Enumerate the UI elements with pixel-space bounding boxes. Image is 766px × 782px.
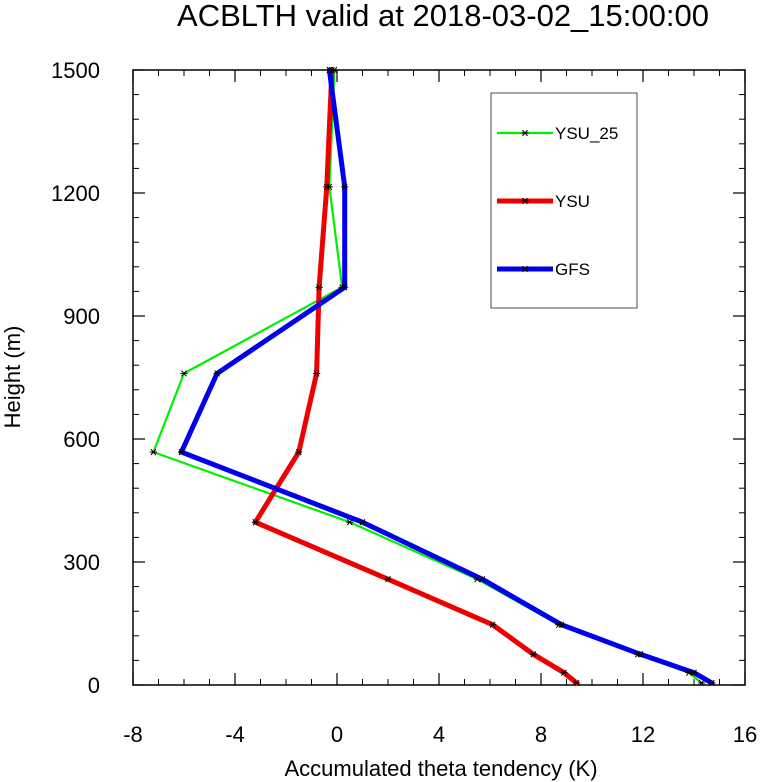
x-tick-label: -8: [123, 722, 143, 747]
legend: YSU_25 YSU GFS: [490, 92, 638, 309]
data-point-ysu_25: [180, 370, 188, 377]
data-point-ysu: [384, 576, 392, 583]
data-point-ysu_25: [698, 679, 706, 687]
legend-marker-ysu: [521, 197, 529, 205]
data-point-gfs: [708, 679, 716, 687]
data-point-ysu: [295, 448, 303, 456]
y-tick-label: 300: [63, 550, 100, 575]
legend-label-gfs: GFS: [555, 260, 590, 279]
data-point-ysu: [488, 621, 497, 628]
y-axis-label: Height (m): [0, 326, 25, 429]
x-tick-label: 12: [631, 722, 655, 747]
y-tick-label: 600: [63, 427, 100, 452]
x-tick-label: 16: [733, 722, 757, 747]
data-point-ysu: [323, 183, 331, 191]
x-axis-label: Accumulated theta tendency (K): [284, 756, 597, 781]
ticks-layer: -8 -4 0 4 8 12 16 0 300 600 900 1200 1500: [51, 58, 757, 747]
data-point-ysu: [529, 651, 537, 658]
data-point-gfs: [341, 183, 349, 191]
data-point-gfs: [478, 576, 486, 583]
data-point-gfs: [325, 66, 333, 74]
data-point-gfs: [341, 284, 349, 291]
y-tick-label: 1200: [51, 181, 100, 206]
y-tick-label: 900: [63, 304, 100, 329]
legend-marker-gfs: [521, 265, 529, 273]
data-point-gfs: [358, 519, 367, 526]
chart-title: ACBLTH valid at 2018-03-02_15:00:00: [177, 0, 709, 33]
y-tick-label: 0: [88, 673, 100, 698]
data-point-gfs: [213, 370, 221, 377]
data-point-ysu_25: [149, 448, 157, 456]
x-tick-label: 4: [433, 722, 445, 747]
data-point-ysu: [560, 669, 568, 676]
data-point-gfs: [557, 621, 565, 628]
data-point-ysu_25: [346, 519, 354, 526]
data-point-ysu: [251, 519, 259, 526]
plot-frame: [132, 69, 746, 686]
y-tick-label: 1500: [51, 58, 100, 83]
legend-label-ysu: YSU: [555, 192, 590, 211]
data-point-ysu: [573, 679, 581, 687]
x-tick-label: 0: [331, 722, 343, 747]
data-point-gfs: [636, 651, 645, 658]
data-point-gfs: [177, 448, 186, 456]
x-tick-label: -4: [225, 722, 245, 747]
data-point-gfs: [690, 669, 698, 676]
x-tick-label: 8: [535, 722, 547, 747]
data-point-ysu: [315, 284, 323, 291]
data-point-ysu: [313, 370, 321, 377]
legend-label-ysu_25: YSU_25: [555, 124, 618, 143]
legend-marker-ysu_25: [521, 129, 529, 137]
series-layer: [149, 66, 716, 687]
